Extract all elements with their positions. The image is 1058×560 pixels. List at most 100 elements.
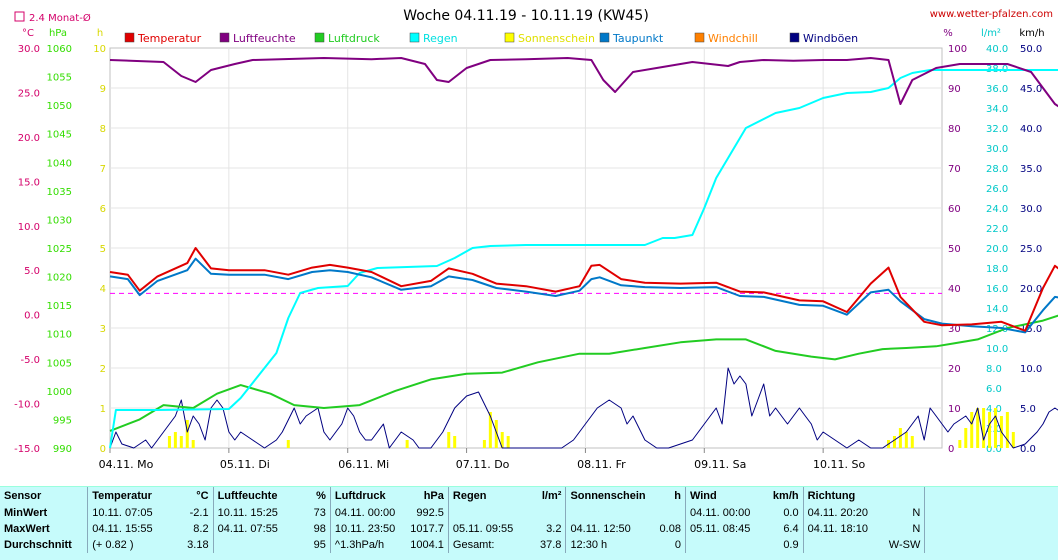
sun-tick-label: 8 — [100, 124, 106, 135]
summary-panel: Sensor Temperatur °C Luftfeuchte % Luftd… — [0, 486, 1058, 560]
sun-tick-label: 10 — [93, 44, 106, 55]
sunshine-bar — [173, 432, 177, 448]
press-value: 1004.1 — [410, 539, 444, 551]
legend-swatch — [504, 32, 515, 43]
temp-tick-label: 20.0 — [18, 133, 40, 144]
hum-tick-label: 40 — [948, 284, 961, 295]
rain-tick-label: 24.0 — [986, 204, 1008, 215]
temp-tick-label: 10.0 — [18, 222, 40, 233]
temp-value: -2.1 — [189, 507, 209, 519]
legend-label: Sonnenschein — [518, 32, 595, 45]
legend-swatch — [124, 32, 135, 43]
sunshine-bar — [976, 408, 980, 448]
row-spacer — [924, 537, 1058, 553]
rain-tick-label: 36.0 — [986, 84, 1008, 95]
rain-value — [528, 505, 566, 521]
hum-unit: % — [943, 28, 953, 39]
sunshine-bar — [482, 440, 486, 448]
sunshine-bar — [993, 408, 997, 448]
rain-tick-label: 14.0 — [986, 304, 1008, 315]
x-tick-label: 10.11. So — [813, 458, 865, 471]
sunshine-bar — [892, 436, 896, 448]
hum-tick-label: 20 — [948, 364, 961, 375]
rain-value: 37.8 — [540, 539, 562, 551]
legend-swatch — [694, 32, 705, 43]
summary-row-max: MaxWert 04.11. 15:55 8.2 04.11. 07:55 98… — [0, 521, 1058, 537]
rain-time: 05.11. 09:55 — [447, 521, 529, 537]
sun-tick-label: 9 — [100, 84, 106, 95]
wind-unit: km/h — [1019, 28, 1044, 39]
sunshine-bar — [988, 412, 992, 448]
rain-tick-label: 34.0 — [986, 104, 1008, 115]
press-tick-label: 1055 — [47, 73, 72, 84]
sun-value — [650, 505, 686, 521]
series-line-luftdruck — [109, 314, 1058, 432]
rain-tick-label: 22.0 — [986, 224, 1008, 235]
rain-tick-label: 28.0 — [986, 164, 1008, 175]
sunshine-bar — [506, 436, 510, 448]
press-time: 10.11. 23:50 — [329, 521, 407, 537]
wind-tick-label: 5.0 — [1020, 404, 1036, 415]
rain-tick-label: 10.0 — [986, 344, 1008, 355]
summary-row-avg: Durchschnitt (+ 0.82 ) 3.18 95 ^1.3hPa/h… — [0, 537, 1058, 553]
dir-time: 04.11. 20:20 — [802, 505, 885, 521]
sun-time — [565, 505, 650, 521]
wind-tick-label: 25.0 — [1020, 244, 1042, 255]
sun-tick-label: 1 — [100, 404, 106, 415]
rain-tick-label: 26.0 — [986, 184, 1008, 195]
rain-unit: l/m² — [981, 28, 1001, 39]
hum-time: 04.11. 07:55 — [212, 521, 295, 537]
press-time: ^1.3hPa/h — [329, 537, 407, 553]
legend-label: Temperatur — [137, 32, 202, 45]
wind-tick-label: 30.0 — [1020, 204, 1042, 215]
wind-time — [684, 537, 766, 553]
sunshine-bar — [191, 440, 195, 448]
press-unit: hPa — [49, 28, 67, 39]
series-line-temperatur — [109, 247, 1058, 332]
press-tick-label: 1045 — [47, 130, 72, 141]
temp-tick-label: -15.0 — [14, 444, 40, 455]
sunshine-bar — [286, 440, 290, 448]
wind-value: 6.4 — [783, 523, 799, 535]
hdr-wind-unit: km/h — [772, 490, 799, 502]
sunshine-bar — [1005, 412, 1009, 448]
hdr-rain-unit: l/m² — [541, 490, 562, 502]
rain-time: Gesamt: — [447, 537, 529, 553]
wind-tick-label: 40.0 — [1020, 124, 1042, 135]
press-tick-label: 1040 — [47, 158, 72, 169]
summary-header-row: Sensor Temperatur °C Luftfeuchte % Luftd… — [0, 487, 1058, 505]
sunshine-bar — [405, 440, 409, 448]
sun-time: 04.11. 12:50 — [565, 521, 650, 537]
x-tick-label: 05.11. Di — [220, 458, 270, 471]
chart-background — [0, 0, 1058, 486]
temp-value: 8.2 — [193, 523, 209, 535]
wind-tick-label: 50.0 — [1020, 44, 1042, 55]
legend-swatch — [314, 32, 325, 43]
legend-label: Windchill — [708, 32, 758, 45]
legend-swatch — [409, 32, 420, 43]
summary-table: Sensor Temperatur °C Luftfeuchte % Luftd… — [0, 487, 1058, 553]
hdr-temp-unit: °C — [196, 490, 209, 502]
wind-tick-label: 10.0 — [1020, 364, 1042, 375]
wind-value: 0.9 — [783, 539, 799, 551]
sun-value: 0 — [674, 539, 681, 551]
sunshine-bar — [1011, 432, 1015, 448]
x-tick-label: 08.11. Fr — [577, 458, 626, 471]
press-tick-label: 1005 — [47, 358, 72, 369]
dir-value: N — [912, 523, 921, 535]
chart-marks — [109, 57, 1058, 449]
hdr-dir-spacer — [885, 487, 925, 505]
hdr-hum: Luftfeuchte — [212, 487, 295, 505]
temp-tick-label: 5.0 — [24, 266, 40, 277]
dir-value: W-SW — [888, 539, 921, 551]
rain-tick-label: 18.0 — [986, 264, 1008, 275]
row-label: Durchschnitt — [4, 539, 72, 551]
sun-value: 0.08 — [659, 523, 681, 535]
legend-swatch — [789, 32, 800, 43]
sunshine-bar — [185, 420, 189, 448]
row-spacer — [924, 505, 1058, 521]
rain-tick-label: 20.0 — [986, 244, 1008, 255]
axis-ticks: -15.0-10.0-5.00.05.010.015.020.025.030.0… — [14, 44, 1042, 455]
temp-value: 3.18 — [187, 539, 209, 551]
sun-tick-label: 0 — [100, 444, 106, 455]
